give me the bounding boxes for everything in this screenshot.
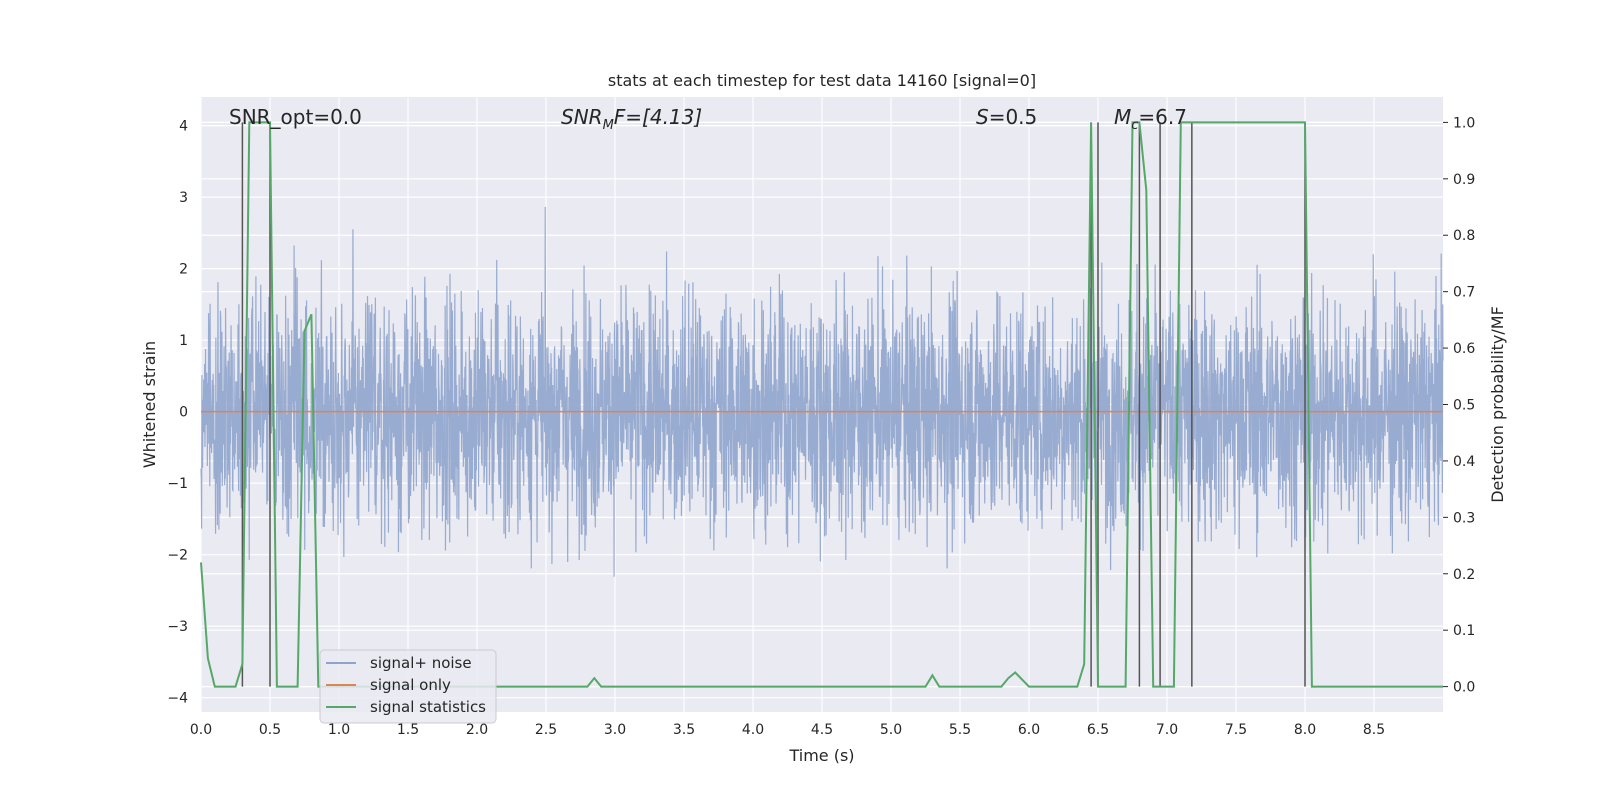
x-tick-labels: 0.0 0.5 1.0 1.5 2.0 2.5 3.0 3.5 4.0 4.5 5.0 5.5 6.0 6… <box>190 722 1385 738</box>
x-tick-label: 5.0 <box>880 722 902 738</box>
vertical-markers <box>241 122 1306 687</box>
snr-mf-main: SNR <box>561 105 603 129</box>
x-tick-label: 3.0 <box>604 722 626 738</box>
signal-statistics-line <box>200 121 1443 688</box>
legend-label-noise: signal+ noise <box>370 654 472 672</box>
s-main: S <box>976 105 989 129</box>
x-tick-label: 0.5 <box>259 722 281 738</box>
snr-opt-annotation: SNR_opt=0.0 <box>229 105 362 129</box>
x-axis-label: Time (s) <box>788 746 854 765</box>
y-right-tick-label: 0.7 <box>1453 285 1475 301</box>
y-right-tick-label: 0.9 <box>1453 172 1475 188</box>
x-tick-label: 6.0 <box>1018 722 1040 738</box>
y-right-axis-label: Detection probability/MF <box>1488 306 1507 503</box>
legend-label-statistics: signal statistics <box>370 698 486 716</box>
mc-subscript: c <box>1131 118 1138 133</box>
y-right-tick-label: 0.6 <box>1453 341 1475 357</box>
x-tick-label: 1.0 <box>328 722 350 738</box>
y-left-tick-label: 2 <box>179 262 188 278</box>
noise-trace <box>200 206 1444 577</box>
y-left-tick-label: 4 <box>179 119 188 135</box>
legend-box <box>319 649 497 724</box>
x-tick-label: 4.5 <box>811 722 833 738</box>
x-tick-label: 0.0 <box>190 722 212 738</box>
y-left-tick-label: 1 <box>179 333 188 349</box>
x-tick-label: 2.0 <box>466 722 488 738</box>
s-rest: =0.5 <box>989 105 1038 129</box>
y-right-tick-label: 0.0 <box>1453 680 1475 696</box>
y-right-tick-label: 0.4 <box>1453 454 1475 470</box>
x-tick-label: 8.0 <box>1294 722 1316 738</box>
x-tick-label: 7.5 <box>1225 722 1247 738</box>
y-left-tick-label: −1 <box>167 476 188 492</box>
x-tick-label: 1.5 <box>397 722 419 738</box>
y-right-tick-label: 0.5 <box>1453 398 1475 414</box>
x-tick-label: 8.5 <box>1363 722 1385 738</box>
x-tick-label: 7.0 <box>1156 722 1178 738</box>
y-right-tick-label: 0.1 <box>1453 623 1475 639</box>
snr-mf-annotation: SNRMF=[4.13] <box>561 105 702 133</box>
x-tick-label: 6.5 <box>1087 722 1109 738</box>
x-tick-label: 5.5 <box>949 722 971 738</box>
chart-title: stats at each timestep for test data 141… <box>608 71 1036 90</box>
mc-annotation: Mc=6.7 <box>1114 105 1187 133</box>
legend: signal+ noise signal only signal statist… <box>319 649 497 724</box>
x-tick-label: 3.5 <box>673 722 695 738</box>
y-left-tick-label: 3 <box>179 190 188 206</box>
y-left-tick-label: −2 <box>167 548 188 564</box>
legend-label-signal-only: signal only <box>370 676 451 694</box>
y-right-tick-label: 0.3 <box>1453 510 1475 526</box>
y-left-tick-label: −3 <box>167 619 188 635</box>
y-right-tick-label: 0.8 <box>1453 228 1475 244</box>
y-right-tick-label: 1.0 <box>1453 115 1475 131</box>
y-left-axis-label: Whitened strain <box>140 341 159 468</box>
y-right-tick-labels: 0.0 0.1 0.2 0.3 0.4 0.5 0.6 0.7 0.8 0.9 1.0 <box>1443 115 1475 696</box>
x-tick-label: 4.0 <box>742 722 764 738</box>
signal-noise-series <box>200 206 1444 577</box>
mc-rest: =6.7 <box>1138 105 1187 129</box>
snr-mf-subscript: M <box>603 118 614 133</box>
y-left-tick-labels: −4 −3 −2 −1 0 1 2 3 4 <box>167 119 188 707</box>
y-right-tick-label: 0.2 <box>1453 567 1475 583</box>
y-left-tick-label: −4 <box>167 691 188 707</box>
y-left-tick-label: 0 <box>179 405 188 421</box>
mc-main: M <box>1114 105 1131 129</box>
snr-mf-rest: F=[4.13] <box>614 105 702 129</box>
x-tick-label: 2.5 <box>535 722 557 738</box>
s-annotation: S=0.5 <box>976 105 1037 129</box>
